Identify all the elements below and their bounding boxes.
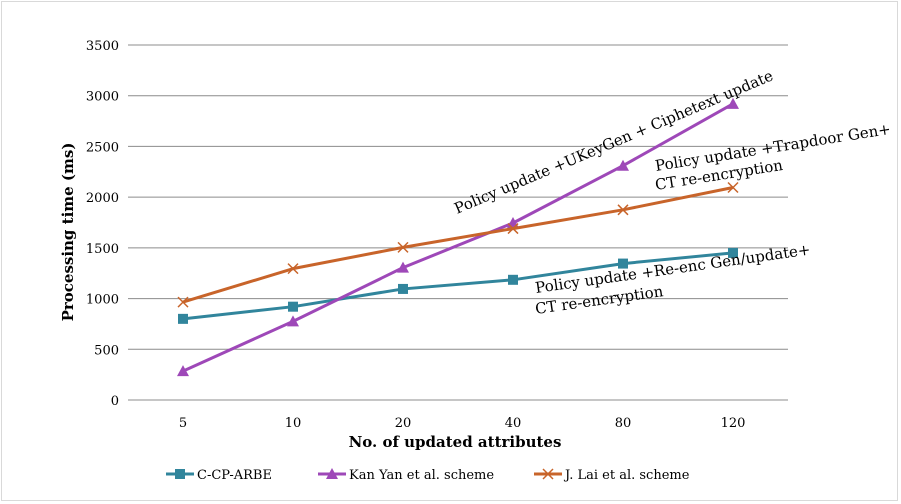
legend-label: C-CP-ARBE	[197, 468, 272, 483]
y-tick-label: 3500	[86, 39, 119, 54]
x-tick-label: 40	[505, 416, 522, 431]
legend: C-CP-ARBE Kan Yan et al. scheme J. Lai et …	[166, 468, 690, 483]
data-point-x	[177, 296, 189, 308]
series-line	[182, 186, 734, 304]
data-point-x	[727, 181, 739, 194]
data-point-square	[175, 469, 185, 479]
data-point-square	[618, 258, 628, 269]
data-point-square	[728, 247, 738, 258]
gridlines	[128, 44, 788, 401]
data-point-triangle	[177, 365, 189, 377]
x-tick-label: 5	[179, 416, 187, 431]
y-tick-label: 1000	[86, 293, 119, 308]
data-point-x	[287, 263, 299, 275]
data-point-triangle	[287, 315, 299, 327]
x-tick-labels: 5 10 20 40 80 120	[179, 416, 746, 431]
series-lines	[177, 97, 739, 377]
x-tick-label: 80	[615, 416, 632, 431]
series-line	[182, 102, 734, 373]
x-tick-label: 10	[285, 416, 302, 431]
x-axis-title: No. of updated attributes	[349, 433, 562, 451]
data-point-square	[178, 313, 188, 324]
data-point-x	[617, 204, 629, 216]
y-tick-label: 2500	[86, 140, 119, 155]
data-point-x	[542, 468, 554, 480]
data-point-triangle	[397, 261, 409, 273]
legend-label: J. Lai et al. scheme	[563, 468, 690, 483]
y-tick-label: 1500	[86, 242, 119, 257]
x-tick-label: 20	[395, 416, 412, 431]
data-point-square	[288, 301, 298, 312]
legend-label: Kan Yan et al. scheme	[349, 468, 494, 483]
annotation-ccparbe-line1: Policy update +Re-enc Gen/update+	[534, 241, 811, 297]
y-tick-label: 500	[94, 343, 119, 358]
y-tick-label: 3000	[86, 90, 119, 105]
data-point-square	[398, 283, 408, 294]
data-point-x	[507, 223, 519, 235]
y-tick-labels: 0 500 1000 1500 2000 2500 3000 3500	[86, 39, 119, 409]
data-point-triangle	[326, 468, 338, 479]
data-point-triangle	[727, 97, 739, 109]
data-point-square	[508, 274, 518, 285]
data-point-triangle	[617, 159, 629, 171]
y-axis-title: Processing time (ms)	[59, 143, 77, 322]
x-tick-label: 120	[721, 416, 746, 431]
y-tick-label: 0	[111, 394, 119, 409]
annotation-kan-yan: Policy update +UKeyGen + Ciphetext updat…	[452, 66, 776, 217]
series-line	[182, 251, 734, 321]
y-tick-label: 2000	[86, 191, 119, 206]
data-point-x	[397, 241, 409, 253]
